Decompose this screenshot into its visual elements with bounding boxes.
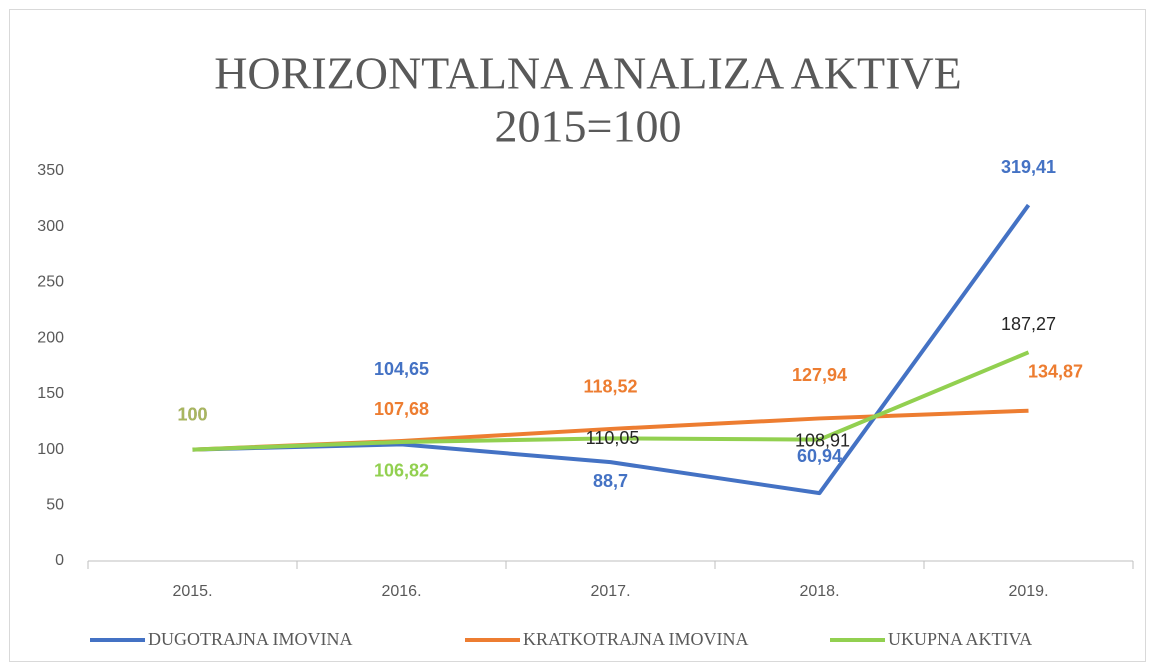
y-tick-label: 0 — [55, 552, 64, 569]
data-label: 100 — [177, 404, 207, 424]
data-label: 127,94 — [792, 365, 847, 385]
y-tick-label: 100 — [37, 441, 64, 458]
data-label: 100 — [177, 404, 207, 424]
chart-title: HORIZONTALNA ANALIZA AKTIVE — [214, 48, 962, 99]
y-tick-label: 200 — [37, 329, 64, 346]
data-label: 118,52 — [583, 377, 637, 397]
data-label: 60,94 — [797, 446, 842, 466]
legend-label: UKUPNA AKTIVA — [888, 629, 1032, 649]
data-label: 104,65 — [374, 359, 429, 379]
data-label: 110,05 — [586, 428, 640, 448]
data-label: 88,7 — [593, 471, 628, 491]
data-label: 134,87 — [1028, 361, 1083, 381]
legend-label: DUGOTRAJNA IMOVINA — [148, 629, 353, 649]
y-tick-label: 150 — [37, 385, 64, 402]
y-tick-label: 350 — [37, 162, 64, 179]
data-label: 107,68 — [374, 399, 429, 419]
data-label: 106,82 — [374, 461, 429, 481]
data-label: 187,27 — [1001, 314, 1056, 334]
y-tick-label: 50 — [46, 497, 64, 514]
data-label: 108,91 — [795, 430, 850, 450]
x-tick-label: 2019. — [1008, 583, 1048, 600]
y-tick-label: 300 — [37, 218, 64, 235]
series-line — [192, 350, 1030, 452]
x-tick-label: 2015. — [172, 583, 212, 600]
chart-subtitle: 2015=100 — [495, 101, 682, 152]
x-tick-label: 2018. — [799, 583, 839, 600]
data-label: 319,41 — [1001, 157, 1056, 177]
x-tick-label: 2017. — [590, 583, 630, 600]
chart-frame — [9, 9, 1146, 662]
x-tick-label: 2016. — [381, 583, 421, 600]
legend-label: KRATKOTRAJNA IMOVINA — [523, 629, 749, 649]
data-label: 100 — [177, 404, 207, 424]
y-tick-label: 250 — [37, 274, 64, 291]
